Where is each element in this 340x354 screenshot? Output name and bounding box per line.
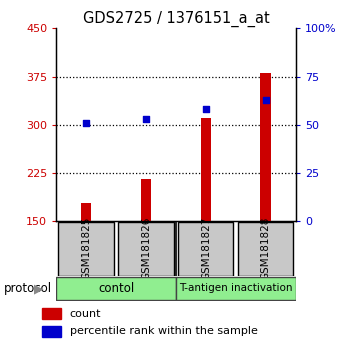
Text: GSM181826: GSM181826 bbox=[141, 217, 151, 280]
Bar bbox=[141, 179, 151, 221]
Text: GSM181828: GSM181828 bbox=[261, 217, 271, 280]
Bar bbox=[176, 278, 296, 299]
Bar bbox=[81, 203, 91, 221]
Text: T-antigen inactivation: T-antigen inactivation bbox=[179, 283, 293, 293]
Bar bbox=[42, 326, 61, 337]
Point bbox=[83, 120, 89, 126]
Text: ▶: ▶ bbox=[34, 282, 44, 295]
Text: contol: contol bbox=[98, 281, 134, 295]
Text: percentile rank within the sample: percentile rank within the sample bbox=[70, 326, 258, 336]
Bar bbox=[178, 222, 234, 275]
Bar bbox=[118, 222, 173, 275]
Text: count: count bbox=[70, 309, 101, 319]
Bar bbox=[42, 308, 61, 319]
Bar bbox=[56, 278, 176, 299]
Point bbox=[263, 97, 269, 103]
Point bbox=[203, 107, 209, 112]
Text: protocol: protocol bbox=[3, 282, 52, 295]
Bar bbox=[260, 73, 271, 221]
Bar bbox=[238, 222, 293, 275]
Bar bbox=[201, 118, 211, 221]
Text: GSM181825: GSM181825 bbox=[81, 217, 91, 280]
Title: GDS2725 / 1376151_a_at: GDS2725 / 1376151_a_at bbox=[83, 11, 269, 27]
Text: GSM181827: GSM181827 bbox=[201, 217, 211, 280]
Point bbox=[143, 116, 149, 122]
Bar bbox=[58, 222, 114, 275]
